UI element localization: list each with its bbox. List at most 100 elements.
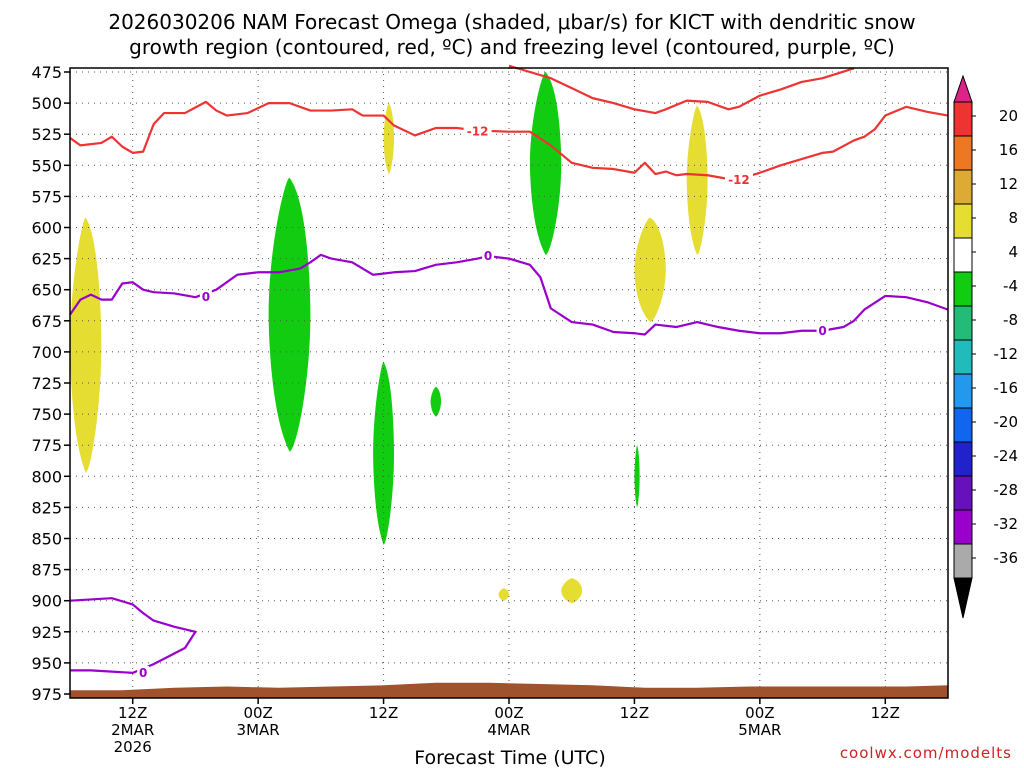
credit-text: coolwx.com/modelts [840,744,1012,762]
y-tick-label: 625 [31,250,62,269]
contour-label: 0 [202,290,210,304]
omega-region-up-3 [430,386,442,417]
colorbar-label: -20 [994,413,1019,431]
omega-region-down-8 [634,217,666,323]
contour-label-bg [724,173,753,188]
omega-region-up-5 [634,445,640,508]
x-tick-label: 12Z [118,704,147,722]
colorbar-segment [953,509,973,545]
contour-label-bg [482,249,495,264]
y-tick-label: 700 [31,343,62,362]
y-tick-label: 675 [31,312,62,331]
x-axis-label: Forecast Time (UTC) [414,747,605,768]
colorbar-label: -36 [994,549,1019,567]
omega-region-down-11 [561,578,583,604]
contour-label-bg [137,665,150,680]
colorbar-segment [953,543,973,579]
colorbar: 20 16 12 8 4 -4 -8 -12 -16 -20 -24 -28 -32 -36 [953,74,1019,619]
x-tick-label: 2MAR [111,721,154,739]
x-tick-label: 12Z [620,704,649,722]
y-tick-label: 575 [31,187,62,206]
colorbar-label: 20 [999,107,1018,125]
terrain-fill [70,682,948,698]
contour-line-red-1 [69,100,949,181]
y-tick-label: 850 [31,530,62,549]
contour-label-bg [199,290,212,305]
omega-region-down-10 [498,588,509,601]
colorbar-label: -32 [994,515,1019,533]
chart-title-line1: 2026030206 NAM Forecast Omega (shaded, μ… [108,10,915,34]
colorbar-segment [953,271,973,307]
contour-line-red-2 [508,64,855,115]
chart-title-line2: growth region (contoured, red, ºC) and f… [129,35,895,59]
colorbar-segment [953,407,973,443]
omega-region-down-6 [70,217,102,473]
y-tick-label: 875 [31,561,62,580]
colorbar-segment [953,101,973,137]
colorbar-label: -4 [1003,277,1018,295]
contour-label: 0 [139,666,147,680]
colorbar-label: -16 [994,379,1019,397]
contour-line-purple-2 [69,597,197,674]
contour-label: 0 [818,324,826,338]
y-tick-label: 900 [31,592,62,611]
omega-region-down-7 [383,103,395,175]
colorbar-label: 16 [999,141,1018,159]
colorbar-segment [953,373,973,409]
y-tick-label: 600 [31,219,62,238]
contour-label-bg [816,323,829,338]
omega-region-down-9 [686,105,708,255]
colorbar-label: -24 [994,447,1019,465]
x-tick-label: 12Z [871,704,900,722]
y-tick-label: 800 [31,467,62,486]
x-tick-label: 2026 [114,738,152,756]
contours: -12 -12 0 0 0 0 [69,64,949,680]
y-tick-label: 500 [31,94,62,113]
x-tick-label: 12Z [369,704,398,722]
x-tick-label: 3MAR [237,721,280,739]
y-tick-label: 975 [31,685,62,704]
colorbar-segment [953,339,973,375]
colorbar-segment [953,237,973,273]
y-tick-label: 750 [31,405,62,424]
omega-region-up-4 [529,72,562,255]
colorbar-segment [953,203,973,239]
colorbar-segment [953,169,973,205]
colorbar-bottom-triangle [953,577,973,619]
y-tick-label: 950 [31,654,62,673]
y-tick-label: 525 [31,125,62,144]
x-tick-label: 5MAR [738,721,781,739]
x-tick-label: 4MAR [487,721,530,739]
colorbar-segment [953,475,973,511]
colorbar-label: 12 [999,175,1018,193]
y-tick-label: 825 [31,498,62,517]
omega-region-up-1 [268,177,311,452]
contour-label: -12 [728,173,750,187]
colorbar-segment [953,305,973,341]
omega-shading [70,72,708,604]
colorbar-label: -8 [1003,311,1018,329]
x-tick-label: 00Z [494,704,523,722]
colorbar-label: 8 [1008,209,1018,227]
omega-region-up-2 [373,361,395,545]
colorbar-top-triangle [953,74,973,103]
y-tick-label: 725 [31,374,62,393]
y-tick-label: 775 [31,436,62,455]
y-tick-label: 475 [31,63,62,82]
colorbar-label: -28 [994,481,1019,499]
x-tick-label: 00Z [745,704,774,722]
contour-label: -12 [467,125,489,139]
contour-label-bg [463,124,492,139]
colorbar-segment [953,441,973,477]
y-tick-label: 925 [31,623,62,642]
colorbar-segment [953,135,973,171]
colorbar-label: 4 [1008,243,1018,261]
y-tick-label: 650 [31,281,62,300]
y-tick-label: 550 [31,156,62,175]
contour-label: 0 [484,249,492,263]
terrain [70,682,948,698]
x-tick-label: 00Z [243,704,272,722]
colorbar-label: -12 [994,345,1019,363]
